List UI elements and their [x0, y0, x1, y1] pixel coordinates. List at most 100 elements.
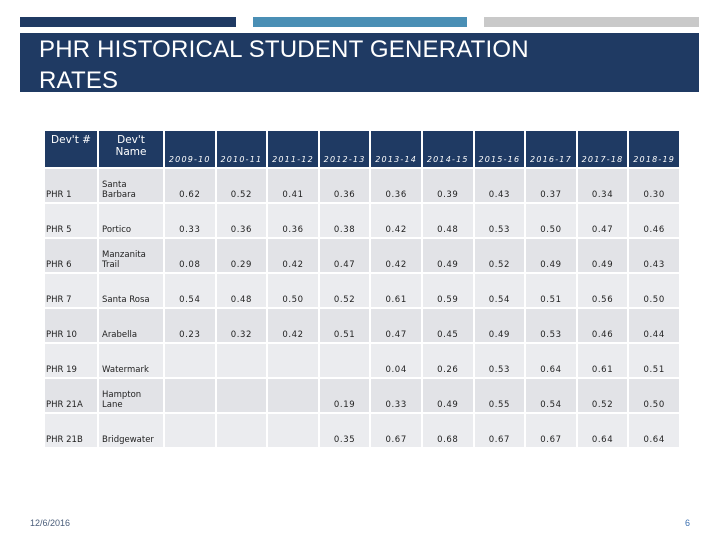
table-row: PHR 19 Watermark 0.04 0.26 0.53 0.64 0.61 0.51	[45, 344, 679, 377]
slide-title-line-2: RATES	[39, 67, 119, 94]
table-row: PHR 6 Manzanita Trail 0.08 0.29 0.42 0.47 0.42…	[45, 239, 679, 272]
cell-rate: 0.48	[216, 274, 267, 307]
cell-devt-name: Arabella	[99, 309, 163, 342]
cell-rate: 0.33	[371, 379, 421, 412]
header-year: 2014-15	[422, 131, 473, 167]
cell-rate: 0.23	[165, 309, 215, 342]
cell-rate	[165, 344, 215, 377]
cell-rate: 0.56	[577, 274, 628, 307]
cell-rate: 0.52	[216, 169, 267, 202]
cell-rate: 0.51	[319, 309, 370, 342]
cell-devt-id: PHR 21A	[45, 379, 97, 412]
header-year: 2013-14	[371, 131, 421, 167]
cell-rate: 0.47	[577, 204, 628, 237]
cell-rate: 0.39	[422, 169, 473, 202]
cell-rate: 0.64	[629, 414, 679, 447]
cell-devt-name: Watermark	[99, 344, 163, 377]
cell-rate: 0.54	[474, 274, 525, 307]
header-year: 2011-12	[268, 131, 318, 167]
cell-rate: 0.33	[165, 204, 215, 237]
accent-bar-navy	[20, 17, 236, 27]
table-row: PHR 5 Portico 0.33 0.36 0.36 0.38 0.42 0.48 0.53…	[45, 204, 679, 237]
cell-rate: 0.37	[526, 169, 576, 202]
table-row: PHR 1 Santa Barbara 0.62 0.52 0.41 0.36 0.36 0.…	[45, 169, 679, 202]
cell-rate	[319, 344, 370, 377]
cell-rate: 0.29	[216, 239, 267, 272]
cell-devt-name: Santa Barbara	[99, 169, 163, 202]
cell-rate: 0.42	[371, 239, 421, 272]
header-devt-name: Dev't Name	[99, 131, 163, 167]
table-row: PHR 21B Bridgewater 0.35 0.67 0.68 0.67 0.67 0.…	[45, 414, 679, 447]
cell-rate: 0.32	[216, 309, 267, 342]
cell-rate: 0.36	[216, 204, 267, 237]
cell-rate: 0.51	[629, 344, 679, 377]
cell-rate: 0.47	[371, 309, 421, 342]
cell-rate: 0.49	[474, 309, 525, 342]
cell-rate: 0.64	[526, 344, 576, 377]
cell-rate: 0.50	[268, 274, 318, 307]
cell-rate: 0.35	[319, 414, 370, 447]
cell-rate	[268, 379, 318, 412]
header-year: 2015-16	[474, 131, 525, 167]
cell-rate: 0.30	[629, 169, 679, 202]
cell-rate: 0.42	[268, 239, 318, 272]
cell-rate: 0.47	[319, 239, 370, 272]
table-row: PHR 10 Arabella 0.23 0.32 0.42 0.51 0.47 0.45 0.…	[45, 309, 679, 342]
cell-devt-name: Bridgewater	[99, 414, 163, 447]
header-year: 2018-19	[629, 131, 679, 167]
table-row: PHR 21A Hampton Lane 0.19 0.33 0.49 0.55 0.54 0…	[45, 379, 679, 412]
cell-rate: 0.61	[577, 344, 628, 377]
cell-rate: 0.49	[526, 239, 576, 272]
cell-rate: 0.46	[577, 309, 628, 342]
footer-date: 12/6/2016	[30, 518, 71, 528]
cell-rate: 0.55	[474, 379, 525, 412]
cell-rate: 0.43	[474, 169, 525, 202]
cell-rate: 0.53	[526, 309, 576, 342]
cell-rate: 0.44	[629, 309, 679, 342]
cell-rate	[165, 414, 215, 447]
cell-rate: 0.36	[268, 204, 318, 237]
cell-rate: 0.50	[526, 204, 576, 237]
cell-devt-name: Hampton Lane	[99, 379, 163, 412]
cell-rate: 0.49	[422, 379, 473, 412]
cell-rate: 0.38	[319, 204, 370, 237]
table-row: PHR 7 Santa Rosa 0.54 0.48 0.50 0.52 0.61 0.59 0…	[45, 274, 679, 307]
cell-rate: 0.46	[629, 204, 679, 237]
cell-rate: 0.54	[526, 379, 576, 412]
cell-rate	[268, 344, 318, 377]
slide-title-line-1: PHR HISTORICAL STUDENT GENERATION	[39, 36, 529, 63]
cell-rate	[216, 414, 267, 447]
cell-rate: 0.41	[268, 169, 318, 202]
cell-rate: 0.04	[371, 344, 421, 377]
table-body: PHR 1 Santa Barbara 0.62 0.52 0.41 0.36 0.36 0.…	[45, 169, 679, 447]
cell-rate: 0.50	[629, 379, 679, 412]
generation-rates-table: Dev't # Dev't Name 2009-10 2010-11 2011-…	[43, 129, 681, 449]
slide-title: PHR HISTORICAL STUDENT GENERATION RATES	[20, 33, 699, 94]
cell-rate: 0.61	[371, 274, 421, 307]
cell-rate: 0.42	[371, 204, 421, 237]
cell-rate: 0.52	[577, 379, 628, 412]
cell-rate: 0.51	[526, 274, 576, 307]
cell-rate	[216, 344, 267, 377]
cell-devt-id: PHR 1	[45, 169, 97, 202]
cell-rate	[165, 379, 215, 412]
cell-rate	[268, 414, 318, 447]
page-number: 6	[685, 518, 691, 528]
cell-rate: 0.67	[474, 414, 525, 447]
cell-devt-id: PHR 6	[45, 239, 97, 272]
cell-rate: 0.49	[577, 239, 628, 272]
accent-bar-gray	[484, 17, 699, 27]
table-header-row: Dev't # Dev't Name 2009-10 2010-11 2011-…	[45, 131, 679, 167]
cell-rate: 0.59	[422, 274, 473, 307]
cell-rate: 0.68	[422, 414, 473, 447]
cell-devt-name: Manzanita Trail	[99, 239, 163, 272]
accent-bar-blue	[253, 17, 467, 27]
cell-devt-id: PHR 10	[45, 309, 97, 342]
cell-rate: 0.53	[474, 344, 525, 377]
cell-rate: 0.64	[577, 414, 628, 447]
cell-rate: 0.67	[526, 414, 576, 447]
header-devt-id: Dev't #	[45, 131, 97, 167]
cell-devt-id: PHR 7	[45, 274, 97, 307]
cell-rate: 0.34	[577, 169, 628, 202]
cell-rate: 0.52	[319, 274, 370, 307]
